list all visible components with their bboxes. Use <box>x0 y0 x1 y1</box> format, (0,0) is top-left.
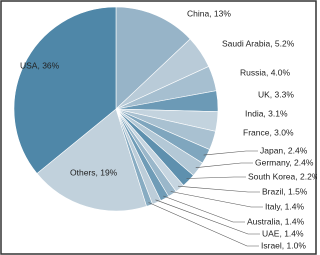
data-label: Japan, 2.4% <box>260 145 308 155</box>
leader-line <box>170 191 263 208</box>
leader-line <box>203 150 258 156</box>
leader-line <box>195 162 253 168</box>
data-label: USA, 36% <box>20 60 60 70</box>
data-label: Italy, 1.4% <box>265 201 304 211</box>
pie-slice <box>115 6 191 110</box>
data-label: Others, 19% <box>70 167 118 177</box>
data-label: Brazil, 1.5% <box>262 186 308 196</box>
data-label: France, 3.0% <box>243 127 294 137</box>
data-label: Germany, 2.4% <box>255 157 314 167</box>
data-label: UAE, 1.4% <box>262 228 304 238</box>
data-label: UK, 3.3% <box>258 89 294 99</box>
data-label: South Korea, 2.2% <box>248 171 317 181</box>
leader-line <box>148 202 259 247</box>
pie-slice <box>36 108 147 212</box>
data-label: Israel, 1.0% <box>261 240 306 250</box>
pie-slice <box>13 6 117 174</box>
data-label: China, 13% <box>187 8 231 18</box>
leader-line <box>186 176 246 179</box>
data-label: Australia, 1.4% <box>247 216 305 226</box>
data-label: India, 3.1% <box>245 108 288 118</box>
data-label: Russia, 4.0% <box>240 67 291 77</box>
leader-line <box>155 199 260 235</box>
leader-line <box>177 185 260 193</box>
data-label: Saudi Arabia, 5.2% <box>222 38 295 48</box>
leader-line <box>163 195 245 223</box>
